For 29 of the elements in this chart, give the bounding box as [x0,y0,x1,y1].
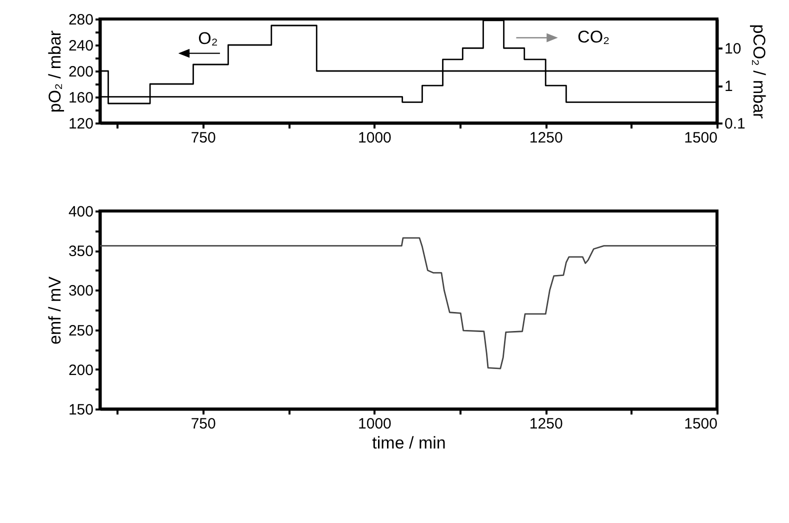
line-series [99,237,718,370]
y-tick-label: 120 [68,116,94,132]
x-tick-label: 1250 [529,416,563,432]
y-tick-label: 350 [68,243,94,260]
y-tick-label: 150 [68,402,94,418]
annotation: CO₂ [578,28,610,47]
y2-tick-label: 0.1 [724,116,746,132]
y2-axis-title: pCO₂ / mbar [749,24,768,120]
x-tick-label: 1000 [358,416,392,432]
y-tick-label: 280 [68,12,94,28]
x-tick-label: 1000 [358,130,392,146]
x-tick-label: 1500 [684,130,718,146]
x-axis-title: time / min [372,434,446,452]
y-tick-label: 300 [68,282,94,300]
x-tick-label: 1500 [684,416,718,432]
y-tick-label: 240 [68,38,94,54]
y-tick-label: 160 [68,90,94,106]
y-tick-label: 200 [68,64,94,80]
y2-tick-label: 1 [724,78,733,96]
y-tick-label: 200 [68,362,94,379]
y-axis-title: pO₂ / mbar [45,30,64,113]
annotation: O₂ [198,28,218,48]
x-tick-label: 750 [190,416,216,432]
y-tick-label: 250 [68,322,94,340]
y-tick-label: 400 [68,204,94,220]
y2-tick-label: 10 [724,40,742,58]
x-tick-label: 1250 [529,130,563,146]
y-axis-title: emf / mV [45,276,64,345]
x-tick-label: 750 [190,130,216,146]
